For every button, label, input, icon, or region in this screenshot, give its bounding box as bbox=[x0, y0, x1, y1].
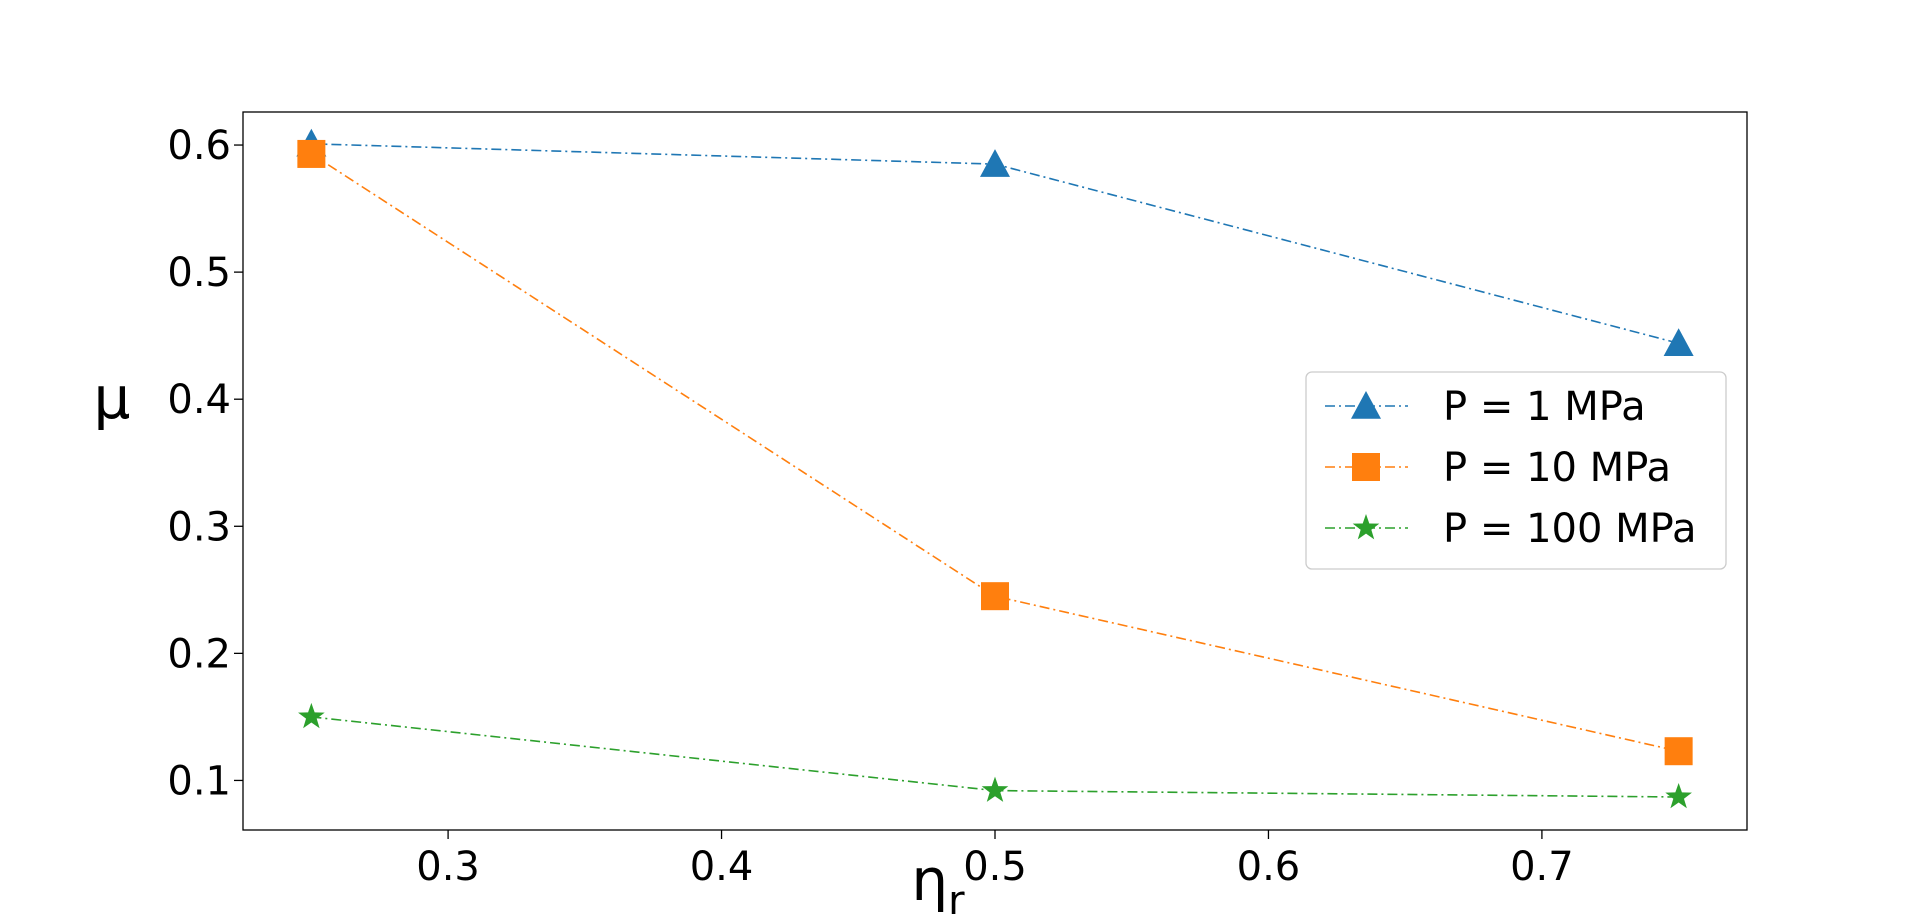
legend-entry: P = 1 MPa bbox=[1325, 384, 1646, 430]
y-tick-label: 0.5 bbox=[167, 250, 231, 296]
data-point-marker bbox=[1664, 737, 1693, 766]
data-point-marker bbox=[981, 582, 1009, 611]
x-axis-label-main: η bbox=[911, 846, 948, 914]
legend-label: P = 100 MPa bbox=[1443, 506, 1696, 552]
data-point-marker bbox=[1665, 782, 1692, 809]
y-tick-label: 0.1 bbox=[167, 758, 231, 804]
legend-marker-swatch bbox=[1352, 514, 1380, 540]
x-axis-label: ηr bbox=[911, 846, 965, 922]
data-point-marker bbox=[1663, 328, 1694, 357]
legend-label: P = 10 MPa bbox=[1443, 445, 1671, 491]
data-point-marker bbox=[981, 776, 1009, 802]
legend-label: P = 1 MPa bbox=[1443, 384, 1646, 430]
legend-entry: P = 100 MPa bbox=[1325, 506, 1696, 552]
x-tick-label: 0.3 bbox=[416, 844, 480, 890]
series-3 bbox=[298, 702, 1692, 809]
x-axis-label-subscript: r bbox=[948, 878, 965, 922]
x-tick-label: 0.6 bbox=[1237, 844, 1301, 890]
series-2 bbox=[297, 139, 1693, 766]
data-point-marker bbox=[980, 149, 1010, 177]
legend-entries: P = 1 MPa P = 10 MPa P = 100 MPa bbox=[1325, 384, 1696, 552]
legend-box bbox=[1305, 371, 1727, 570]
data-point-marker bbox=[297, 139, 326, 168]
y-tick-label: 0.2 bbox=[167, 631, 231, 677]
x-tick-label: 0.5 bbox=[963, 844, 1027, 890]
y-axis-ticks: 0.1 0.2 0.3 0.4 0.5 0.6 bbox=[167, 123, 243, 804]
y-axis-label: μ bbox=[94, 364, 131, 432]
data-point-marker bbox=[298, 702, 325, 729]
y-tick-label: 0.6 bbox=[167, 123, 231, 169]
legend-entry: P = 10 MPa bbox=[1325, 445, 1671, 491]
x-tick-label: 0.7 bbox=[1510, 844, 1574, 890]
y-tick-label: 0.3 bbox=[167, 504, 231, 550]
series-1 bbox=[296, 128, 1694, 357]
legend-marker-swatch bbox=[1351, 391, 1381, 419]
legend-marker-swatch bbox=[1352, 453, 1380, 481]
x-axis-ticks: 0.3 0.4 0.5 0.6 0.7 bbox=[416, 830, 1574, 890]
x-tick-label: 0.4 bbox=[690, 844, 754, 890]
series-layer bbox=[296, 128, 1694, 809]
y-tick-label: 0.4 bbox=[167, 377, 231, 423]
legend: P = 1 MPa P = 10 MPa P = 100 MPa bbox=[1305, 371, 1727, 570]
